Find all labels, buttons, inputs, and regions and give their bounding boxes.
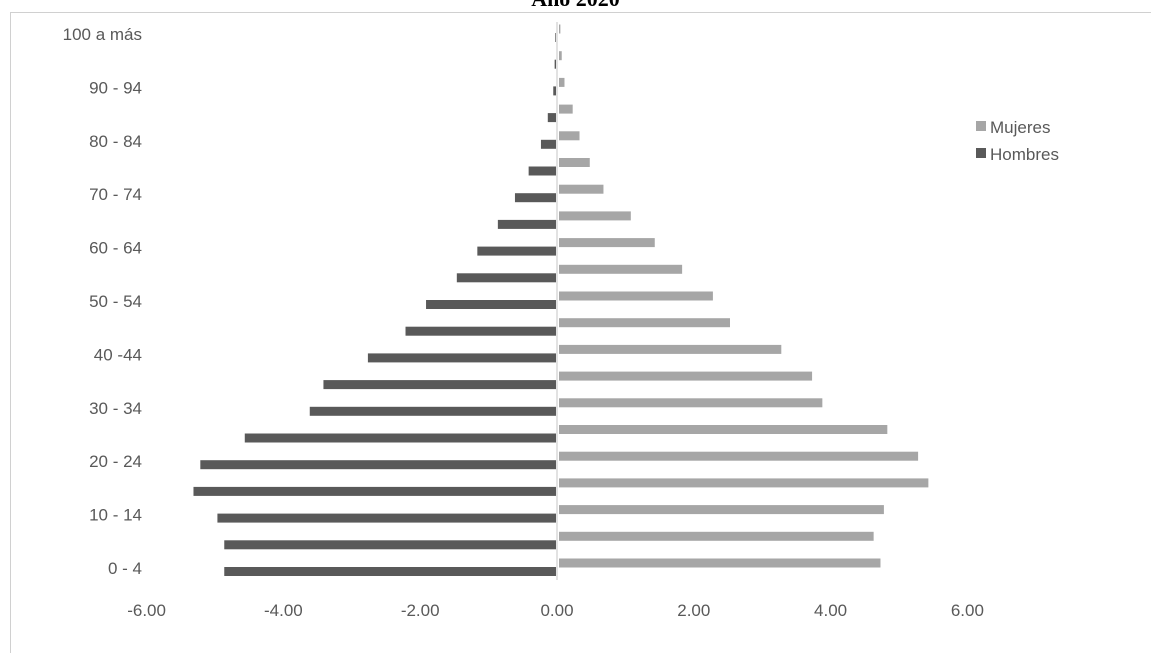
bar-mujeres xyxy=(559,104,573,114)
x-tick-label: 6.00 xyxy=(951,601,984,620)
y-axis-labels: 0 - 4 10 - 14 20 - 24 30 - 34 40 -44 50 - 54 6… xyxy=(63,25,142,578)
bar-hombres xyxy=(555,33,556,42)
y-tick-label: 50 - 54 xyxy=(89,292,142,311)
bar-mujeres xyxy=(559,531,874,541)
bar-mujeres xyxy=(559,451,919,461)
x-tick-label: -4.00 xyxy=(264,601,303,620)
bar-mujeres xyxy=(559,158,590,167)
bar-hombres xyxy=(224,567,556,576)
bar-mujeres xyxy=(559,344,782,354)
bar-hombres xyxy=(426,300,556,309)
bar-mujeres xyxy=(559,131,580,141)
bar-hombres xyxy=(554,59,556,69)
bar-mujeres xyxy=(559,505,884,515)
y-tick-label: 20 - 24 xyxy=(89,452,142,471)
bar-mujeres xyxy=(559,24,561,34)
bar-mujeres xyxy=(559,184,604,194)
legend-label: Mujeres xyxy=(990,118,1050,137)
frame-border-top xyxy=(10,12,1151,13)
bar-mujeres xyxy=(559,478,929,488)
bar-hombres xyxy=(514,193,556,203)
bar-hombres xyxy=(193,486,557,496)
bar-hombres xyxy=(309,406,556,416)
bar-hombres xyxy=(323,380,556,390)
x-axis-labels: -6.00 -4.00 -2.00 0.00 2.00 4.00 6.00 xyxy=(127,601,984,620)
bar-mujeres xyxy=(559,211,631,221)
legend: Mujeres Hombres xyxy=(976,118,1059,164)
y-tick-label: 40 -44 xyxy=(94,345,142,364)
bar-mujeres xyxy=(559,558,881,568)
x-tick-label: 0.00 xyxy=(540,601,573,620)
bar-hombres xyxy=(200,460,556,470)
y-tick-label: 90 - 94 xyxy=(89,78,142,97)
bar-hombres xyxy=(224,540,556,550)
x-tick-label: -6.00 xyxy=(127,601,166,620)
y-tick-label: 80 - 84 xyxy=(89,132,142,151)
bar-mujeres xyxy=(559,238,655,248)
bar-mujeres xyxy=(559,318,730,328)
x-tick-label: -2.00 xyxy=(401,601,440,620)
y-tick-label: 0 - 4 xyxy=(108,559,142,578)
bar-hombres xyxy=(477,246,556,256)
bar-hombres xyxy=(540,139,556,149)
y-tick-label: 100 a más xyxy=(63,25,142,44)
bar-hombres xyxy=(367,353,556,363)
bar-hombres xyxy=(405,326,556,336)
bar-mujeres xyxy=(559,291,713,301)
y-tick-label: 10 - 14 xyxy=(89,506,142,525)
x-tick-label: 4.00 xyxy=(814,601,847,620)
bar-mujeres xyxy=(559,371,813,381)
bar-hombres xyxy=(528,166,556,176)
bar-mujeres xyxy=(559,398,823,408)
bar-mujeres xyxy=(559,264,683,274)
bar-hombres xyxy=(244,433,556,443)
legend-swatch xyxy=(976,148,986,158)
legend-swatch xyxy=(976,121,986,131)
bar-hombres xyxy=(217,513,557,523)
frame-border-left xyxy=(10,12,11,653)
bar-hombres xyxy=(547,113,556,123)
bar-mujeres xyxy=(559,77,565,87)
legend-label: Hombres xyxy=(990,145,1059,164)
y-tick-label: 30 - 34 xyxy=(89,399,142,418)
bars-group xyxy=(193,22,929,580)
y-tick-label: 60 - 64 xyxy=(89,239,142,258)
bar-mujeres xyxy=(559,51,562,61)
bar-hombres xyxy=(497,219,556,229)
bar-hombres xyxy=(553,86,556,96)
x-tick-label: 2.00 xyxy=(677,601,710,620)
y-tick-label: 70 - 74 xyxy=(89,185,142,204)
chart-title: Año 2020 xyxy=(0,0,1151,12)
bar-mujeres xyxy=(559,425,888,434)
bar-hombres xyxy=(456,273,556,283)
